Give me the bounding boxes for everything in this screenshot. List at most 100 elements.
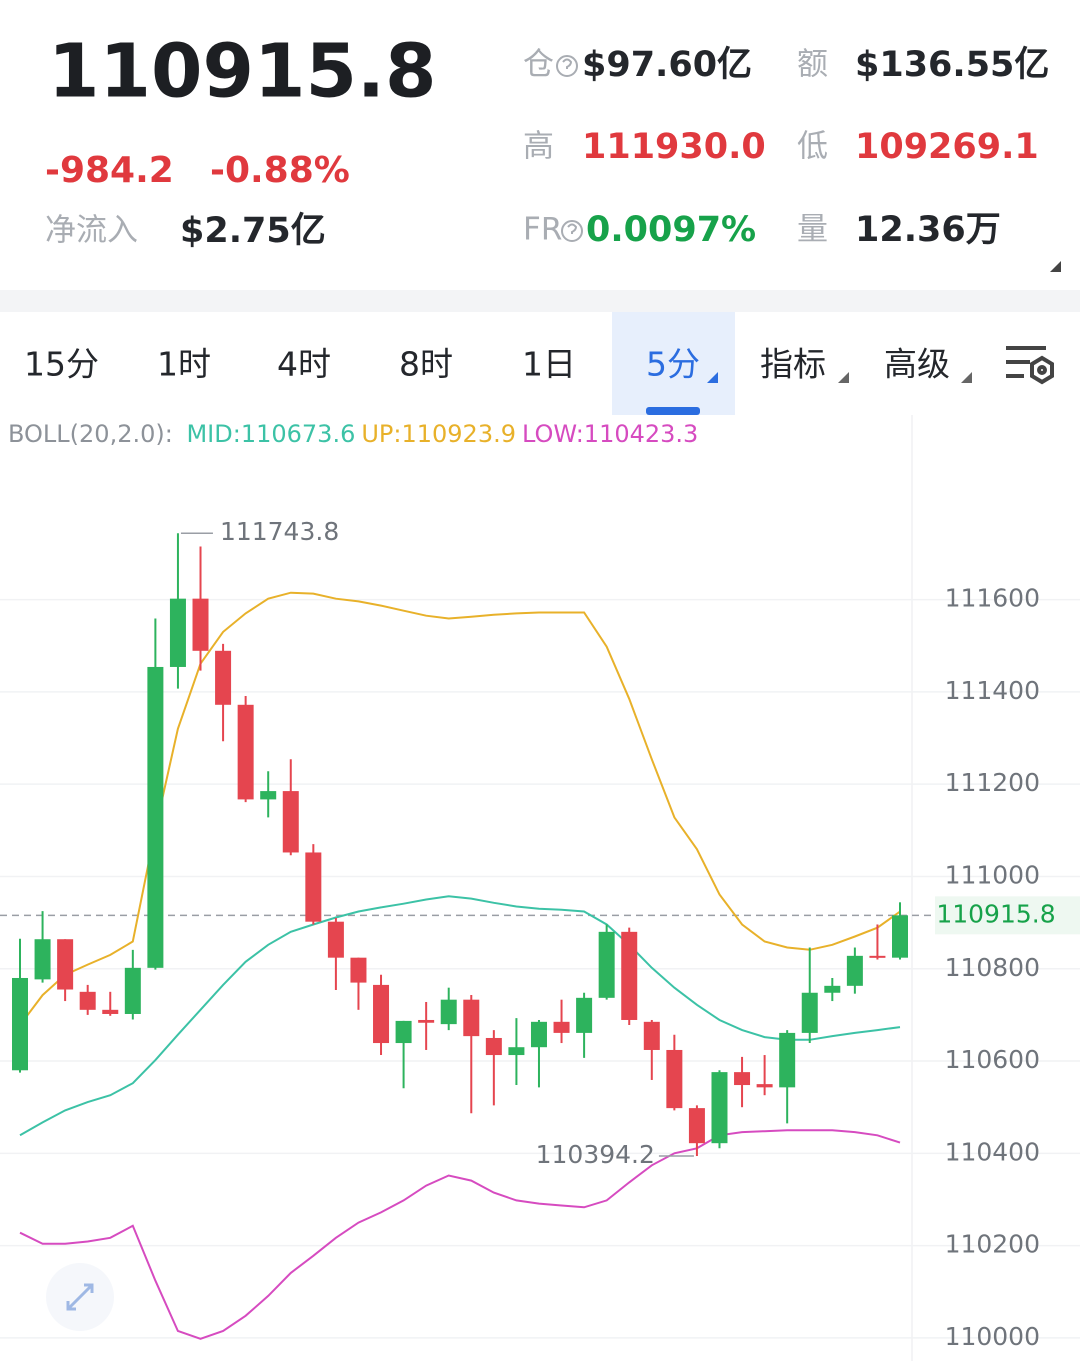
candle-body	[192, 598, 209, 651]
help-icon[interactable]	[561, 220, 583, 242]
candle-body	[892, 915, 908, 958]
stat-label: 额	[797, 47, 828, 83]
fullscreen-button[interactable]	[46, 1263, 114, 1331]
legend-entry: UP:110923.9	[361, 420, 516, 448]
y-tick-label: 110800	[945, 953, 1040, 982]
divider	[0, 290, 1080, 312]
stat-value: 12.36万	[855, 210, 1001, 250]
stat-value: 111930.0	[582, 127, 766, 167]
candle-body	[621, 931, 638, 1020]
indicator-name: BOLL(20,2.0):	[8, 420, 173, 448]
candle-body	[756, 1084, 773, 1088]
tab[interactable]: 1日	[522, 345, 576, 384]
candle-body	[666, 1049, 683, 1109]
max-label: 111743.8	[220, 517, 339, 546]
candle-body	[508, 1047, 525, 1056]
candle-body	[350, 957, 367, 983]
y-tick-label: 110000	[945, 1322, 1040, 1351]
tab[interactable]: 5分	[646, 345, 700, 384]
dropdown-arrow	[961, 372, 972, 383]
candle-body	[711, 1072, 728, 1144]
y-tick-label: 111400	[945, 676, 1040, 705]
dropdown-arrow	[707, 372, 718, 383]
boll-line	[19, 1129, 901, 1340]
dropdown-arrow	[838, 372, 849, 383]
candle-body	[305, 852, 322, 922]
candle-body	[418, 1019, 435, 1023]
candle-body	[260, 791, 277, 800]
candle-body	[147, 666, 164, 968]
stat-value: 109269.1	[855, 127, 1039, 167]
candle-body	[576, 997, 593, 1033]
candle-body	[485, 1037, 502, 1056]
expand-corner[interactable]	[1050, 261, 1061, 272]
candle-body	[237, 704, 254, 800]
y-tick-label: 111000	[945, 860, 1040, 889]
candle-body	[440, 999, 457, 1025]
last-price-tag-label: 110915.8	[936, 899, 1055, 928]
legend-entry: LOW:110423.3	[522, 420, 698, 448]
candle-body	[463, 999, 480, 1037]
last-price: 110915.8	[48, 29, 437, 115]
candle-body	[282, 791, 299, 853]
net-inflow-label: 净流入	[45, 213, 138, 249]
candle-body	[553, 1021, 570, 1033]
candle-body	[124, 967, 141, 1014]
candle-body	[12, 977, 28, 1071]
candle-body	[779, 1032, 796, 1088]
stat-label: 低	[797, 129, 828, 165]
candle-body	[824, 985, 841, 993]
stat-label: 高	[523, 129, 554, 165]
active-tab-underline	[646, 407, 700, 415]
candle-body	[34, 939, 51, 980]
y-tick-label: 111200	[945, 768, 1040, 797]
candle-body	[215, 650, 232, 705]
candle-body	[327, 921, 344, 958]
net-inflow: $2.75亿	[180, 211, 326, 251]
active-tab-bg	[612, 312, 735, 415]
candle-body	[598, 931, 615, 998]
change-pct: -0.88%	[210, 150, 350, 191]
boll-line	[19, 591, 901, 1026]
candle-body	[373, 984, 390, 1044]
candle-body	[169, 598, 186, 667]
candle-body	[846, 955, 863, 986]
change: -984.2	[45, 150, 174, 191]
legend-entry: MID:110673.6	[186, 420, 355, 448]
stat-label: 仓	[523, 47, 554, 83]
settings-icon[interactable]	[1006, 346, 1054, 385]
y-tick-label: 110600	[945, 1045, 1040, 1074]
y-tick-label: 110200	[945, 1230, 1040, 1259]
stat-value: $97.60亿	[582, 45, 752, 85]
candle-body	[57, 939, 74, 990]
candle-body	[801, 992, 818, 1033]
candle-body	[102, 1009, 119, 1014]
tab[interactable]: 4时	[277, 345, 331, 384]
candle-body	[688, 1108, 705, 1144]
candle-body	[643, 1021, 660, 1050]
chart: 110000 110200 110400 110600 110800 111000 1112…	[0, 517, 1080, 1351]
last-price-tag	[935, 896, 1080, 935]
tab[interactable]: 15分	[24, 345, 99, 384]
y-tick-label: 111600	[945, 584, 1040, 613]
candle-body	[530, 1021, 547, 1048]
candle-body	[734, 1072, 751, 1086]
tab[interactable]: 8时	[399, 345, 453, 384]
tab[interactable]: 高级	[884, 345, 950, 384]
tab[interactable]: 指标	[760, 345, 826, 384]
tab-bar: 15分 1时 4时 8时 1日 5分 指标 高级	[24, 345, 950, 384]
min-label: 110394.2	[536, 1140, 655, 1169]
tab[interactable]: 1时	[157, 345, 211, 384]
help-icon[interactable]	[556, 55, 578, 77]
indicator-legend: BOLL(20,2.0): MID:110673.6 UP:110923.9 LOW…	[8, 420, 698, 448]
candle-body	[395, 1020, 412, 1044]
stat-label: 量	[797, 212, 828, 248]
stat-value: $136.55亿	[855, 45, 1049, 85]
boll-line	[19, 895, 901, 1137]
candle-body	[79, 991, 96, 1010]
y-tick-label: 110400	[945, 1137, 1040, 1166]
stat-label: FR	[523, 212, 562, 248]
candle-body	[869, 955, 886, 958]
